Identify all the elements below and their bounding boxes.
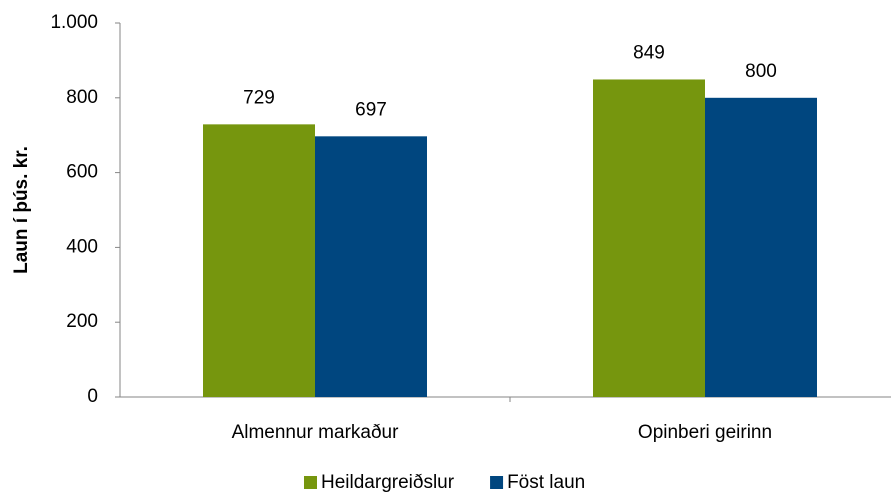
legend-label: Heildargreiðslur	[321, 472, 455, 493]
bar	[593, 79, 705, 397]
x-tick-label: Opinberi geirinn	[638, 422, 772, 443]
legend-label: Föst laun	[507, 472, 585, 493]
y-tick-label: 400	[66, 236, 98, 257]
legend-swatch	[490, 476, 504, 489]
data-label: 800	[745, 61, 777, 82]
y-axis-label: Laun í þús. kr.	[11, 146, 32, 274]
y-tick-label: 600	[66, 162, 98, 183]
legend-swatch	[304, 476, 317, 489]
x-tick-label: Almennur markaður	[232, 422, 400, 443]
y-tick-label: 1.000	[50, 12, 98, 33]
y-tick-label: 0	[87, 386, 98, 407]
data-label: 697	[355, 99, 387, 120]
bar	[705, 97, 817, 398]
data-label: 849	[633, 42, 665, 63]
y-tick-label: 200	[66, 311, 98, 332]
bar	[203, 124, 315, 397]
y-tick-label: 800	[66, 87, 98, 108]
data-label: 729	[243, 87, 275, 108]
bar	[315, 136, 427, 397]
